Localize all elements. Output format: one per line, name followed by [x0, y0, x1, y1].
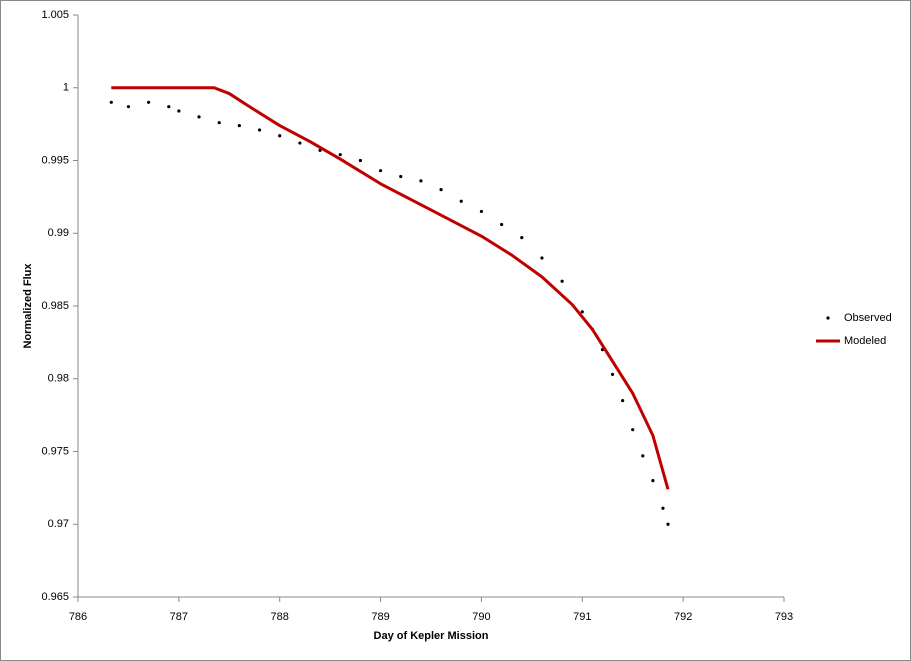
data-point: [651, 479, 655, 483]
x-tick-label: 789: [371, 611, 389, 623]
data-point: [610, 372, 615, 376]
y-axis-title: Normalized Flux: [22, 263, 34, 349]
data-point: [338, 153, 342, 157]
x-axis-title: Day of Kepler Mission: [374, 630, 489, 642]
data-point: [378, 169, 383, 173]
data-point: [177, 109, 181, 113]
data-point: [126, 105, 131, 109]
data-point: [197, 115, 201, 119]
data-point: [278, 134, 282, 138]
data-point: [666, 522, 670, 526]
data-point: [580, 310, 584, 314]
y-tick-label: 0.995: [41, 154, 69, 166]
data-point: [500, 222, 504, 227]
data-point: [439, 188, 443, 192]
data-point: [479, 209, 484, 214]
data-point: [520, 236, 524, 240]
y-tick-label: 0.99: [48, 227, 69, 239]
model-line: [111, 86, 670, 490]
y-tick-label: 0.98: [48, 373, 69, 385]
x-tick-label: 791: [573, 611, 591, 623]
y-tick-label: 1: [63, 82, 69, 94]
data-point: [109, 100, 113, 104]
data-point: [641, 454, 645, 458]
y-tick-label: 0.97: [48, 518, 69, 530]
data-point: [167, 105, 171, 109]
data-point: [661, 506, 665, 510]
legend-label: Observed: [844, 312, 892, 324]
data-point: [631, 428, 635, 432]
data-point: [419, 179, 423, 183]
x-tick-label: 790: [472, 611, 490, 623]
x-tick-label: 787: [170, 611, 188, 623]
data-point: [560, 279, 564, 283]
data-point: [237, 123, 241, 128]
data-point: [298, 141, 302, 145]
data-point: [621, 398, 625, 403]
legend-swatch: [826, 316, 830, 320]
data-point: [358, 158, 362, 163]
x-tick-label: 788: [271, 611, 289, 623]
legend-label: Modeled: [844, 335, 886, 347]
y-tick-label: 0.975: [41, 445, 69, 457]
y-tick-label: 0.965: [41, 591, 69, 603]
data-point: [459, 199, 463, 203]
data-point: [147, 100, 151, 104]
y-tick-label: 0.985: [41, 300, 69, 312]
x-tick-label: 793: [775, 611, 793, 623]
y-tick-label: 1.005: [41, 9, 69, 21]
x-tick-label: 786: [69, 611, 87, 623]
data-point: [257, 128, 262, 132]
x-tick-label: 792: [674, 611, 692, 623]
data-point: [540, 256, 544, 260]
data-point: [399, 174, 403, 179]
data-point: [217, 121, 221, 125]
